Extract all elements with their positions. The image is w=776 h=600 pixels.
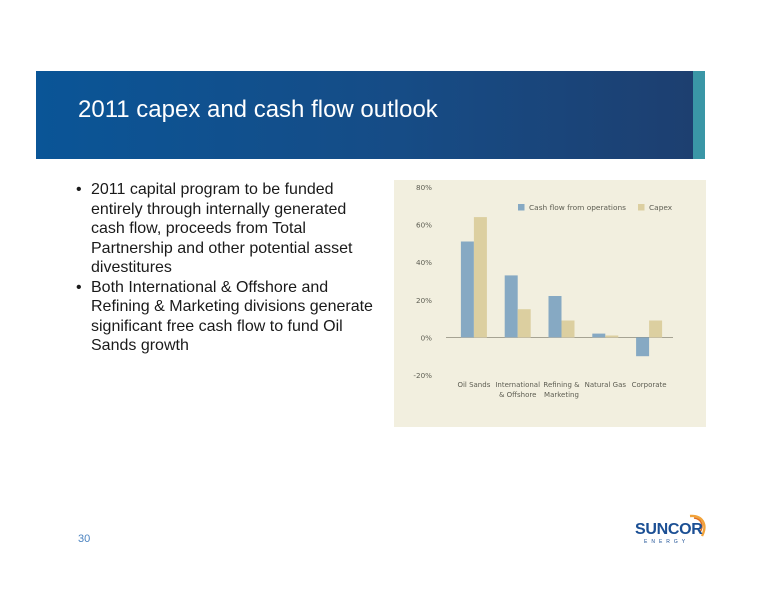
page-number: 30 xyxy=(78,533,91,545)
bar-cash-flow xyxy=(548,296,562,338)
x-category-label: & Offshore xyxy=(499,391,536,399)
bar-capex xyxy=(517,309,531,338)
bar-cash-flow xyxy=(460,241,474,338)
x-category-label: Natural Gas xyxy=(585,381,627,389)
bar-capex xyxy=(473,217,487,338)
y-tick-label: -20% xyxy=(413,371,432,380)
legend-label-cash-flow: Cash flow from operations xyxy=(529,203,626,212)
bar-chart: -20% 0% 20% 40% 60% 80% Oil Sands International… xyxy=(413,183,673,399)
bar-capex xyxy=(605,335,619,338)
suncor-logo: SUNCOR ENERGY xyxy=(632,512,708,546)
y-tick-label: 0% xyxy=(421,333,433,342)
y-tick-label: 20% xyxy=(416,296,432,305)
legend-swatch-capex xyxy=(638,204,645,211)
x-category-label: Corporate xyxy=(632,381,667,389)
slide-title: 2011 capex and cash flow outlook xyxy=(78,96,438,123)
logo-wordmark: SUNCOR xyxy=(635,521,703,538)
y-tick-label: 40% xyxy=(416,258,432,267)
title-accent-bar xyxy=(693,71,705,159)
bar-cash-flow xyxy=(504,275,518,338)
bar-capex xyxy=(561,320,575,338)
x-category-label: Refining & xyxy=(543,381,580,389)
bullet-item: Both International & Offshore and Refini… xyxy=(76,278,376,356)
x-category-label: Oil Sands xyxy=(457,381,490,389)
bullet-item: 2011 capital program to be funded entire… xyxy=(76,180,376,278)
bar-cash-flow xyxy=(636,337,650,357)
bar-cash-flow xyxy=(592,333,606,338)
bullet-list: 2011 capital program to be funded entire… xyxy=(76,180,376,356)
title-banner xyxy=(36,71,693,159)
legend-swatch-cash-flow xyxy=(518,204,525,211)
x-category-label: International xyxy=(495,381,540,389)
x-category-label: Marketing xyxy=(544,391,579,399)
logo-swoosh-icon xyxy=(689,514,706,537)
y-tick-label: 60% xyxy=(416,221,432,230)
legend-label-capex: Capex xyxy=(649,203,673,212)
y-tick-label: 80% xyxy=(416,183,432,192)
logo-subtitle: ENERGY xyxy=(644,539,690,545)
bar-capex xyxy=(649,320,663,338)
chart-panel: -20% 0% 20% 40% 60% 80% Oil Sands International… xyxy=(394,180,706,427)
